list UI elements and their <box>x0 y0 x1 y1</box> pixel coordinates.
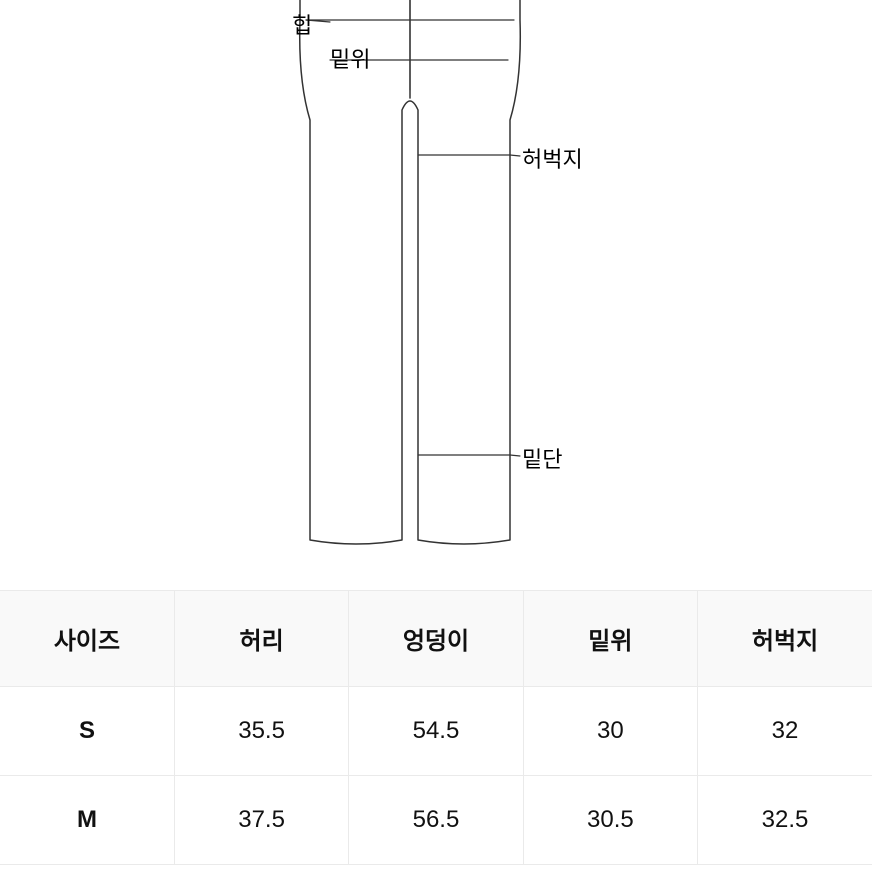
cell-size: S <box>0 687 174 776</box>
cell-waist: 37.5 <box>174 776 348 865</box>
table-row: S 35.5 54.5 30 32 <box>0 687 872 776</box>
cell-hip: 56.5 <box>349 776 523 865</box>
cell-hip: 54.5 <box>349 687 523 776</box>
col-size: 사이즈 <box>0 591 174 687</box>
cell-thigh: 32.5 <box>698 776 872 865</box>
size-table: 사이즈 허리 엉덩이 밑위 허벅지 S 35.5 54.5 30 32 M 37… <box>0 590 872 865</box>
pants-svg <box>0 0 872 590</box>
table-row: M 37.5 56.5 30.5 32.5 <box>0 776 872 865</box>
cell-thigh: 32 <box>698 687 872 776</box>
col-hip: 엉덩이 <box>349 591 523 687</box>
col-thigh: 허벅지 <box>698 591 872 687</box>
col-rise: 밑위 <box>523 591 697 687</box>
table-header-row: 사이즈 허리 엉덩이 밑위 허벅지 <box>0 591 872 687</box>
cell-waist: 35.5 <box>174 687 348 776</box>
label-hip: 힙 <box>292 8 312 40</box>
col-waist: 허리 <box>174 591 348 687</box>
label-hem: 밑단 <box>522 442 562 474</box>
cell-rise: 30 <box>523 687 697 776</box>
pants-diagram: 힙 밑위 허벅지 밑단 <box>0 0 872 590</box>
label-thigh: 허벅지 <box>522 142 583 174</box>
cell-size: M <box>0 776 174 865</box>
cell-rise: 30.5 <box>523 776 697 865</box>
label-rise: 밑위 <box>330 42 370 74</box>
